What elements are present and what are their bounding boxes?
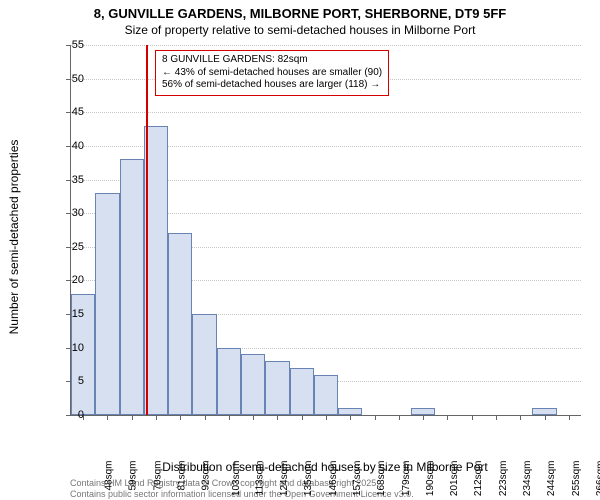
reference-callout-box: 8 GUNVILLE GARDENS: 82sqm ← 43% of semi-… xyxy=(155,50,389,96)
x-tick-label: 157sqm xyxy=(352,461,363,497)
x-tick xyxy=(569,415,570,420)
x-tick xyxy=(132,415,133,420)
histogram-bar xyxy=(314,375,338,415)
y-tick-label: 10 xyxy=(54,342,84,354)
x-tick xyxy=(423,415,424,420)
y-tick-label: 55 xyxy=(54,39,84,51)
x-tick xyxy=(350,415,351,420)
x-tick xyxy=(375,415,376,420)
histogram-bar xyxy=(411,408,435,415)
reference-line xyxy=(146,45,148,415)
x-tick-label: 201sqm xyxy=(449,461,460,497)
histogram-bar xyxy=(241,354,265,415)
x-tick xyxy=(229,415,230,420)
callout-line-smaller: ← 43% of semi-detached houses are smalle… xyxy=(162,67,382,80)
x-tick xyxy=(399,415,400,420)
x-tick-label: 190sqm xyxy=(425,461,436,497)
y-tick-label: 25 xyxy=(54,241,84,253)
x-tick xyxy=(180,415,181,420)
x-tick xyxy=(302,415,303,420)
x-tick xyxy=(277,415,278,420)
y-tick-label: 30 xyxy=(54,207,84,219)
x-tick xyxy=(472,415,473,420)
x-tick-label: 179sqm xyxy=(401,461,412,497)
x-tick-label: 146sqm xyxy=(328,461,339,497)
x-tick-label: 81sqm xyxy=(177,461,188,491)
chart-container: 8, GUNVILLE GARDENS, MILBORNE PORT, SHER… xyxy=(0,0,600,500)
chart-title-address: 8, GUNVILLE GARDENS, MILBORNE PORT, SHER… xyxy=(0,6,600,21)
x-tick xyxy=(496,415,497,420)
chart-title-description: Size of property relative to semi-detach… xyxy=(0,23,600,37)
x-tick xyxy=(205,415,206,420)
plot-area xyxy=(70,45,581,416)
y-axis-label: Number of semi-detached properties xyxy=(7,140,21,335)
histogram-bar xyxy=(192,314,216,415)
x-tick xyxy=(253,415,254,420)
y-tick-label: 40 xyxy=(54,140,84,152)
callout-line-address: 8 GUNVILLE GARDENS: 82sqm xyxy=(162,54,382,67)
x-tick-label: 212sqm xyxy=(474,461,485,497)
y-tick-label: 50 xyxy=(54,73,84,85)
x-tick xyxy=(447,415,448,420)
x-tick xyxy=(545,415,546,420)
y-tick-label: 20 xyxy=(54,274,84,286)
histogram-bar xyxy=(120,159,144,415)
x-tick-label: 223sqm xyxy=(498,461,509,497)
x-tick-label: 59sqm xyxy=(128,461,139,491)
x-tick-label: 135sqm xyxy=(304,461,315,497)
x-tick-label: 234sqm xyxy=(522,461,533,497)
y-tick-label: 35 xyxy=(54,174,84,186)
x-tick-label: 255sqm xyxy=(571,461,582,497)
x-tick-label: 124sqm xyxy=(279,461,290,497)
x-tick-label: 92sqm xyxy=(201,461,212,491)
callout-line-larger: 56% of semi-detached houses are larger (… xyxy=(162,79,382,92)
histogram-bar xyxy=(95,193,119,415)
y-tick-label: 45 xyxy=(54,106,84,118)
histogram-bar xyxy=(290,368,314,415)
x-tick xyxy=(520,415,521,420)
x-tick xyxy=(107,415,108,420)
x-tick-label: 168sqm xyxy=(376,461,387,497)
y-tick-label: 15 xyxy=(54,308,84,320)
x-tick-label: 266sqm xyxy=(595,461,600,497)
x-tick-label: 103sqm xyxy=(231,461,242,497)
x-tick xyxy=(326,415,327,420)
y-tick-label: 5 xyxy=(54,375,84,387)
x-tick-label: 244sqm xyxy=(546,461,557,497)
histogram-bar xyxy=(532,408,556,415)
y-tick-label: 0 xyxy=(54,409,84,421)
histogram-bar xyxy=(338,408,362,415)
x-tick xyxy=(156,415,157,420)
x-tick-label: 48sqm xyxy=(104,461,115,491)
x-tick-label: 113sqm xyxy=(254,461,265,496)
x-tick-label: 70sqm xyxy=(152,461,163,491)
histogram-bar xyxy=(217,348,241,415)
histogram-bar xyxy=(265,361,289,415)
histogram-bar xyxy=(168,233,192,415)
